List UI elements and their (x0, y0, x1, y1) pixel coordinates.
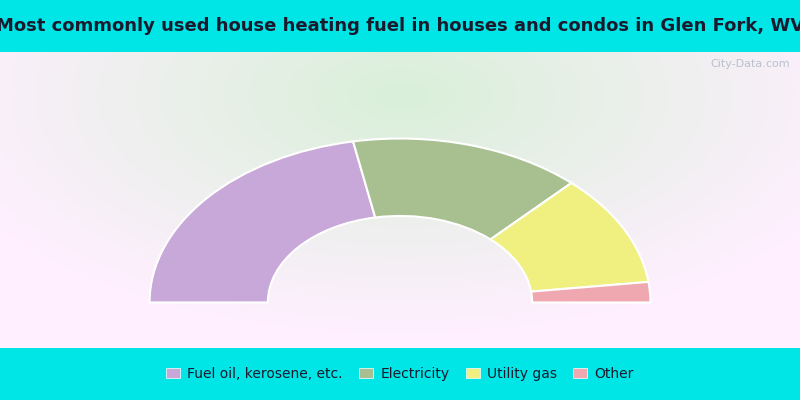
Wedge shape (490, 183, 649, 292)
Wedge shape (353, 138, 571, 239)
Text: City-Data.com: City-Data.com (710, 59, 790, 69)
Wedge shape (531, 282, 650, 302)
Wedge shape (150, 142, 375, 302)
Text: Most commonly used house heating fuel in houses and condos in Glen Fork, WV: Most commonly used house heating fuel in… (0, 17, 800, 35)
Legend: Fuel oil, kerosene, etc., Electricity, Utility gas, Other: Fuel oil, kerosene, etc., Electricity, U… (161, 362, 639, 386)
